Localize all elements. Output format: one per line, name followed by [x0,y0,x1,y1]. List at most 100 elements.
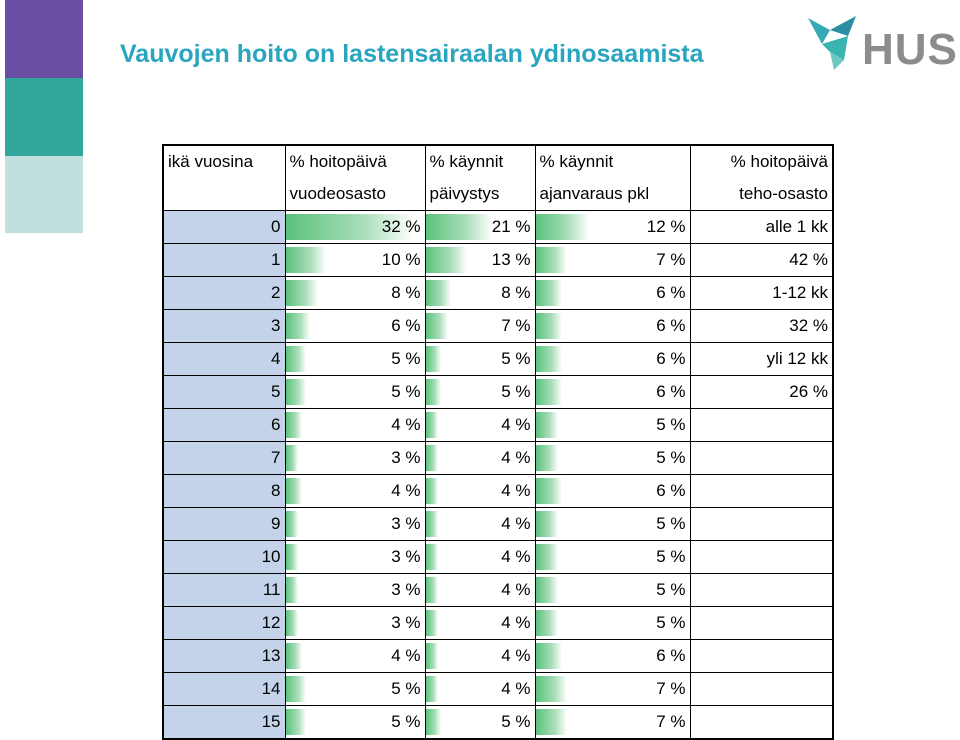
ward-cell: 3 % [284,573,426,607]
opc-databar [535,379,563,405]
ward-databar [285,577,298,603]
ward-cell: 4 % [284,639,426,673]
ward-databar [285,676,306,702]
ward-databar [285,346,306,372]
opc-value: 5 % [656,613,686,632]
ward-value: 5 % [391,382,421,401]
er-value: 5 % [501,382,531,401]
opc-cell: 6 % [534,309,691,343]
opc-value: 5 % [656,415,686,434]
side-band-teal [5,78,83,156]
age-cell: 0 [162,210,286,244]
header-opc-sub: ajanvaraus pkl [534,178,691,211]
header-row-1: ikä vuosina % hoitopäivä % käynnit % käy… [162,144,834,178]
opc-cell: 12 % [534,210,691,244]
ward-databar [285,412,302,438]
er-cell: 4 % [424,672,536,706]
ward-cell: 5 % [284,375,426,409]
opc-value: 5 % [656,448,686,467]
ward-databar [285,709,306,735]
er-cell: 8 % [424,276,536,310]
er-cell: 4 % [424,573,536,607]
ward-cell: 4 % [284,408,426,442]
side-band-light [5,156,83,233]
header-picu: % hoitopäivä [689,144,834,178]
opc-databar [535,610,558,636]
ward-value: 8 % [391,283,421,302]
er-cell: 4 % [424,441,536,475]
ward-databar [285,445,298,471]
ward-databar [285,643,302,669]
picu-cell: 42 % [689,243,834,277]
picu-cell: alle 1 kk [689,210,834,244]
ward-value: 4 % [391,646,421,665]
opc-cell: 5 % [534,573,691,607]
er-databar [425,676,439,702]
ward-value: 3 % [391,613,421,632]
header-ward-sub: vuodeosasto [284,178,426,211]
opc-value: 6 % [656,646,686,665]
table-row: 12 3 % 4 % 5 % [162,606,834,640]
er-databar [425,379,442,405]
table-row: 9 3 % 4 % 5 % [162,507,834,541]
opc-cell: 6 % [534,639,691,673]
er-cell: 4 % [424,606,536,640]
er-cell: 4 % [424,408,536,442]
opc-cell: 6 % [534,276,691,310]
table-row: 13 4 % 4 % 6 % [162,639,834,673]
er-value: 4 % [501,679,531,698]
table-row: 10 3 % 4 % 5 % [162,540,834,574]
er-value: 4 % [501,415,531,434]
age-cell: 7 [162,441,286,475]
table-row: 0 32 % 21 % 12 % alle 1 kk [162,210,834,244]
er-value: 4 % [501,481,531,500]
ward-value: 3 % [391,448,421,467]
ward-cell: 10 % [284,243,426,277]
er-value: 4 % [501,448,531,467]
picu-cell [689,507,834,541]
ward-value: 3 % [391,514,421,533]
er-databar [425,709,442,735]
hus-logo-text: HUS [862,25,958,74]
ward-cell: 3 % [284,540,426,574]
er-value: 4 % [501,646,531,665]
side-band-purple [5,0,83,78]
table-row: 1 10 % 13 % 7 % 42 % [162,243,834,277]
age-cell: 2 [162,276,286,310]
ward-value: 6 % [391,316,421,335]
picu-cell [689,672,834,706]
ward-cell: 8 % [284,276,426,310]
ward-cell: 6 % [284,309,426,343]
ward-cell: 3 % [284,507,426,541]
table-row: 8 4 % 4 % 6 % [162,474,834,508]
ward-value: 5 % [391,679,421,698]
table-row: 14 5 % 4 % 7 % [162,672,834,706]
table-row: 11 3 % 4 % 5 % [162,573,834,607]
age-cell: 5 [162,375,286,409]
opc-databar [535,676,567,702]
ward-value: 4 % [391,415,421,434]
header-er: % käynnit [424,144,536,178]
ward-cell: 5 % [284,342,426,376]
opc-value: 6 % [656,349,686,368]
opc-cell: 6 % [534,474,691,508]
er-value: 5 % [501,712,531,731]
age-cell: 9 [162,507,286,541]
age-cell: 8 [162,474,286,508]
table-row: 2 8 % 8 % 6 % 1-12 kk [162,276,834,310]
er-cell: 4 % [424,507,536,541]
er-databar [425,643,439,669]
ward-databar [285,379,306,405]
er-databar [425,313,448,339]
opc-databar [535,511,558,537]
opc-cell: 7 % [534,705,691,740]
opc-databar [535,445,558,471]
ward-value: 4 % [391,481,421,500]
age-cell: 14 [162,672,286,706]
opc-cell: 7 % [534,243,691,277]
age-cell: 4 [162,342,286,376]
er-cell: 21 % [424,210,536,244]
opc-value: 5 % [656,514,686,533]
age-distribution-table: ikä vuosina % hoitopäivä % käynnit % käy… [162,144,834,740]
picu-cell [689,408,834,442]
